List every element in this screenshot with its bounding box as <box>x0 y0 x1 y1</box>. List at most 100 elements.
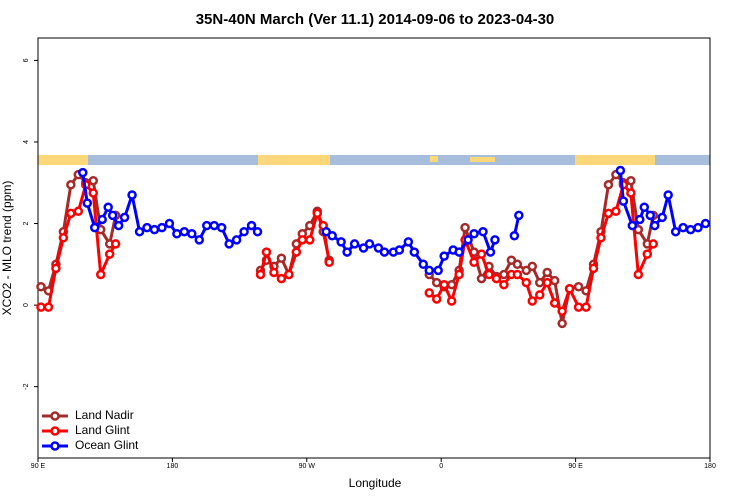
data-point <box>460 222 470 233</box>
data-point <box>394 245 405 255</box>
data-point <box>633 269 644 280</box>
data-point <box>618 196 629 206</box>
data-point <box>626 175 636 186</box>
data-point <box>491 273 502 284</box>
data-point <box>527 296 538 306</box>
data-point <box>549 298 560 308</box>
legend-label: Land Glint <box>75 423 130 437</box>
data-point <box>549 275 560 286</box>
data-point <box>542 267 552 278</box>
data-point <box>535 290 545 300</box>
data-point <box>379 247 390 257</box>
data-point <box>107 210 118 221</box>
data-point <box>261 247 272 257</box>
data-point <box>542 277 552 288</box>
data-point <box>484 269 494 280</box>
data-point <box>324 257 334 268</box>
data-point <box>626 188 636 198</box>
data-point <box>603 180 614 190</box>
data-point <box>82 198 93 208</box>
plot-frame <box>37 37 711 459</box>
y-tick-label: 6 <box>23 58 30 62</box>
x-tick-label: 90 E <box>568 463 583 470</box>
data-point <box>433 265 443 276</box>
data-point <box>297 235 308 245</box>
data-point <box>635 214 645 225</box>
data-point <box>439 251 449 261</box>
legend-marker <box>50 441 60 451</box>
data-point <box>89 222 100 233</box>
data-point <box>88 175 99 186</box>
data-point <box>527 261 538 272</box>
data-point <box>164 218 175 229</box>
data-point <box>291 247 302 257</box>
data-point <box>239 226 249 237</box>
data-point <box>645 210 656 221</box>
data-point <box>469 257 479 268</box>
data-point <box>615 165 626 176</box>
y-tick-label: -2 <box>23 383 30 389</box>
data-point <box>209 220 219 231</box>
data-point <box>649 220 660 231</box>
data-point <box>431 294 442 304</box>
data-point <box>454 269 464 280</box>
data-point <box>284 269 294 280</box>
data-point <box>246 220 257 231</box>
data-point <box>512 269 523 280</box>
data-point <box>88 188 99 198</box>
data-point <box>603 208 614 219</box>
data-point <box>588 263 599 274</box>
data-point <box>187 228 197 239</box>
data-point <box>693 222 703 233</box>
land-ocean-strip <box>38 155 710 165</box>
data-point <box>663 190 673 200</box>
x-tick-label: 180 <box>167 463 179 470</box>
x-tick-label: 90 W <box>299 463 316 470</box>
data-point <box>157 222 167 233</box>
data-point <box>639 202 650 212</box>
data-point <box>521 265 532 276</box>
data-point <box>463 235 473 245</box>
y-tick-label: 2 <box>23 221 30 225</box>
data-point <box>409 247 420 257</box>
data-point <box>36 281 46 292</box>
data-point <box>66 180 76 190</box>
data-point <box>469 228 479 239</box>
data-point <box>149 224 160 235</box>
data-point <box>564 284 575 294</box>
data-point <box>581 302 591 312</box>
data-point <box>573 281 584 292</box>
data-point <box>535 277 545 288</box>
data-point <box>557 318 567 329</box>
data-point <box>172 228 182 239</box>
data-point <box>678 222 688 233</box>
data-point <box>476 273 487 284</box>
data-point <box>349 239 360 249</box>
data-point <box>418 259 429 270</box>
data-point <box>327 231 337 241</box>
legend-label: Land Nadir <box>75 408 134 422</box>
data-point <box>627 220 638 231</box>
data-point <box>476 249 487 259</box>
data-point <box>685 224 696 235</box>
data-point <box>506 255 517 265</box>
data-point <box>231 235 242 245</box>
chart-title: 35N-40N March (Ver 11.1) 2014-09-06 to 2… <box>196 11 555 28</box>
data-point <box>521 277 532 288</box>
x-tick-label: 90 E <box>31 463 46 470</box>
series <box>78 165 711 276</box>
data-point <box>454 247 464 257</box>
data-point <box>113 220 124 231</box>
data-point <box>336 237 346 247</box>
data-point <box>478 226 488 237</box>
data-point <box>97 214 107 225</box>
data-point <box>642 249 653 259</box>
data-point <box>596 233 606 243</box>
data-point <box>179 226 190 237</box>
data-point <box>557 306 567 316</box>
data-point <box>66 208 76 219</box>
data-point <box>373 243 384 253</box>
data-point <box>201 220 212 231</box>
data-point <box>364 239 375 249</box>
data-point <box>485 247 496 257</box>
